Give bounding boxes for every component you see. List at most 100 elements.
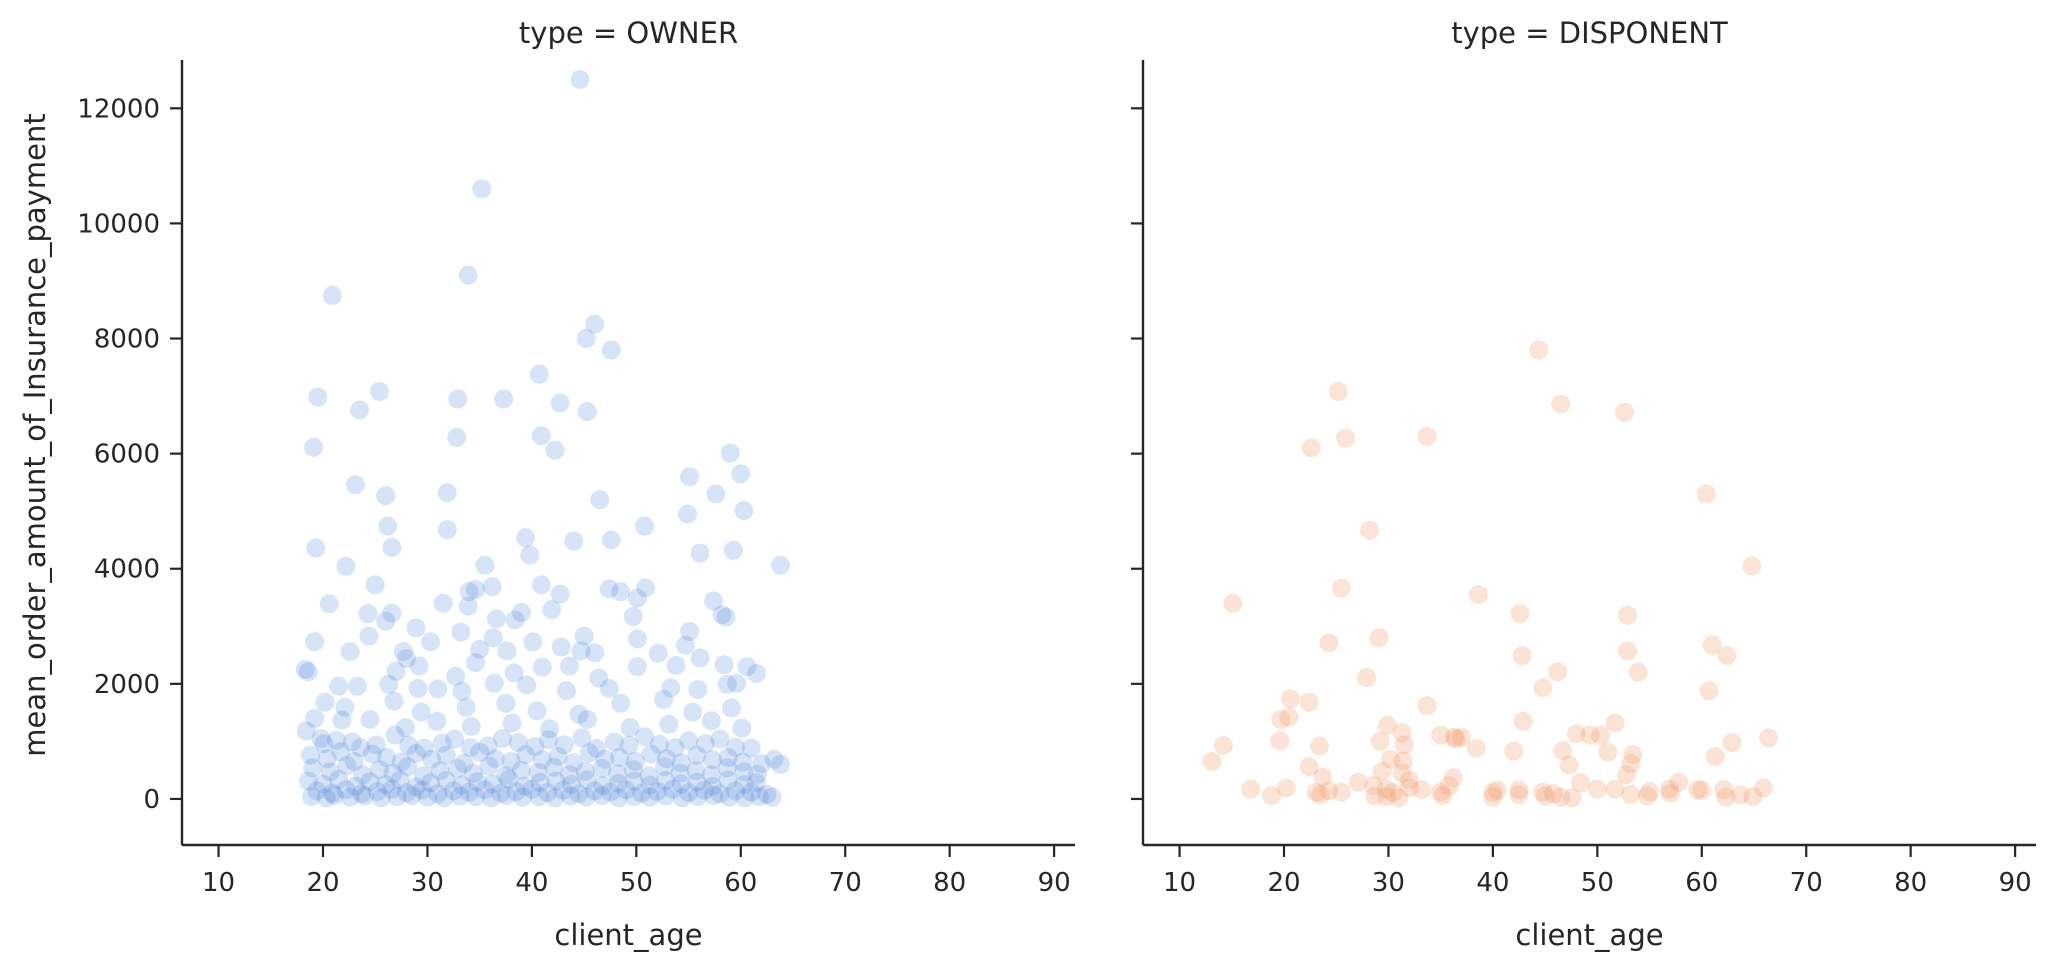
data-point (397, 649, 417, 668)
data-point (436, 745, 456, 765)
data-point (496, 693, 516, 713)
data-point (680, 622, 700, 641)
data-point (717, 758, 737, 778)
data-point (1381, 749, 1400, 769)
data-point (345, 776, 365, 796)
data-point (428, 679, 448, 699)
x-tick-label: 40 (1476, 868, 1509, 898)
data-point (665, 738, 685, 758)
data-point (656, 771, 676, 790)
data-point (337, 756, 357, 776)
data-point (717, 674, 737, 694)
data-point (703, 776, 723, 796)
data-point (619, 735, 639, 755)
data-point (553, 780, 573, 800)
x-tick-label: 80 (933, 868, 966, 898)
data-point (1279, 707, 1299, 727)
data-point (1241, 779, 1261, 799)
data-point (576, 787, 596, 807)
data-point (1615, 402, 1634, 422)
data-point (345, 475, 365, 495)
data-point (1617, 765, 1637, 785)
data-point (1431, 725, 1451, 745)
data-point (733, 752, 753, 772)
y-axis-label: mean_order_amount_of_Insurance_payment (18, 113, 52, 756)
data-point (1688, 780, 1708, 800)
data-point (305, 632, 325, 652)
data-point (690, 543, 710, 563)
data-point (386, 661, 406, 681)
data-point (306, 538, 326, 558)
x-axis-label: client_age (1515, 918, 1663, 952)
data-point (539, 730, 559, 750)
data-point (734, 501, 754, 521)
x-tick-label: 90 (1038, 868, 1071, 898)
data-point (529, 364, 549, 384)
data-point (648, 643, 668, 663)
data-point (504, 663, 524, 683)
data-point (718, 770, 738, 790)
data-point (1331, 578, 1351, 598)
data-point (1483, 787, 1503, 807)
data-point (383, 763, 403, 783)
data-point (437, 520, 457, 540)
data-point (577, 710, 597, 729)
data-point (412, 780, 432, 800)
data-point (325, 786, 344, 805)
data-point (577, 770, 597, 790)
data-point (340, 787, 360, 807)
data-point (679, 783, 699, 803)
data-point (1510, 604, 1530, 624)
data-point (303, 758, 323, 778)
data-point (445, 729, 465, 749)
data-point (298, 662, 318, 682)
data-point (1319, 781, 1339, 801)
data-point (611, 582, 631, 602)
data-point (1270, 731, 1290, 751)
data-point (592, 786, 612, 805)
data-point (344, 752, 364, 771)
data-point (484, 673, 504, 693)
data-point (545, 788, 565, 808)
data-point (1717, 646, 1737, 666)
data-point (365, 575, 385, 595)
data-point (463, 764, 483, 784)
data-point (752, 754, 772, 774)
data-point (1376, 787, 1396, 807)
data-point (352, 784, 372, 804)
data-point (601, 530, 621, 550)
data-point (515, 776, 535, 796)
data-point (712, 605, 732, 625)
data-point (530, 772, 550, 792)
data-point (422, 749, 442, 769)
data-point (1439, 776, 1459, 796)
data-point (517, 675, 537, 695)
data-point (688, 680, 708, 700)
data-point (483, 774, 503, 794)
data-point (741, 782, 761, 802)
data-point (532, 750, 552, 770)
data-point (1319, 633, 1339, 653)
data-point (1743, 787, 1763, 807)
data-point (1271, 710, 1291, 729)
data-point (434, 788, 454, 808)
data-point (680, 467, 700, 487)
data-point (1393, 751, 1413, 771)
x-tick-label: 20 (1267, 868, 1300, 898)
data-point (1702, 635, 1722, 655)
data-point (1431, 782, 1451, 802)
data-point (527, 701, 547, 721)
data-point (332, 710, 352, 730)
data-point (1301, 438, 1321, 458)
x-tick-label: 50 (1581, 868, 1614, 898)
data-point (576, 329, 596, 348)
data-point (741, 738, 761, 758)
data-point (538, 783, 558, 803)
data-point (737, 657, 757, 677)
data-point (671, 753, 691, 773)
data-point (1348, 772, 1368, 792)
data-point (501, 752, 521, 771)
data-point (1533, 678, 1553, 698)
data-point (710, 729, 730, 749)
data-point (478, 736, 498, 756)
